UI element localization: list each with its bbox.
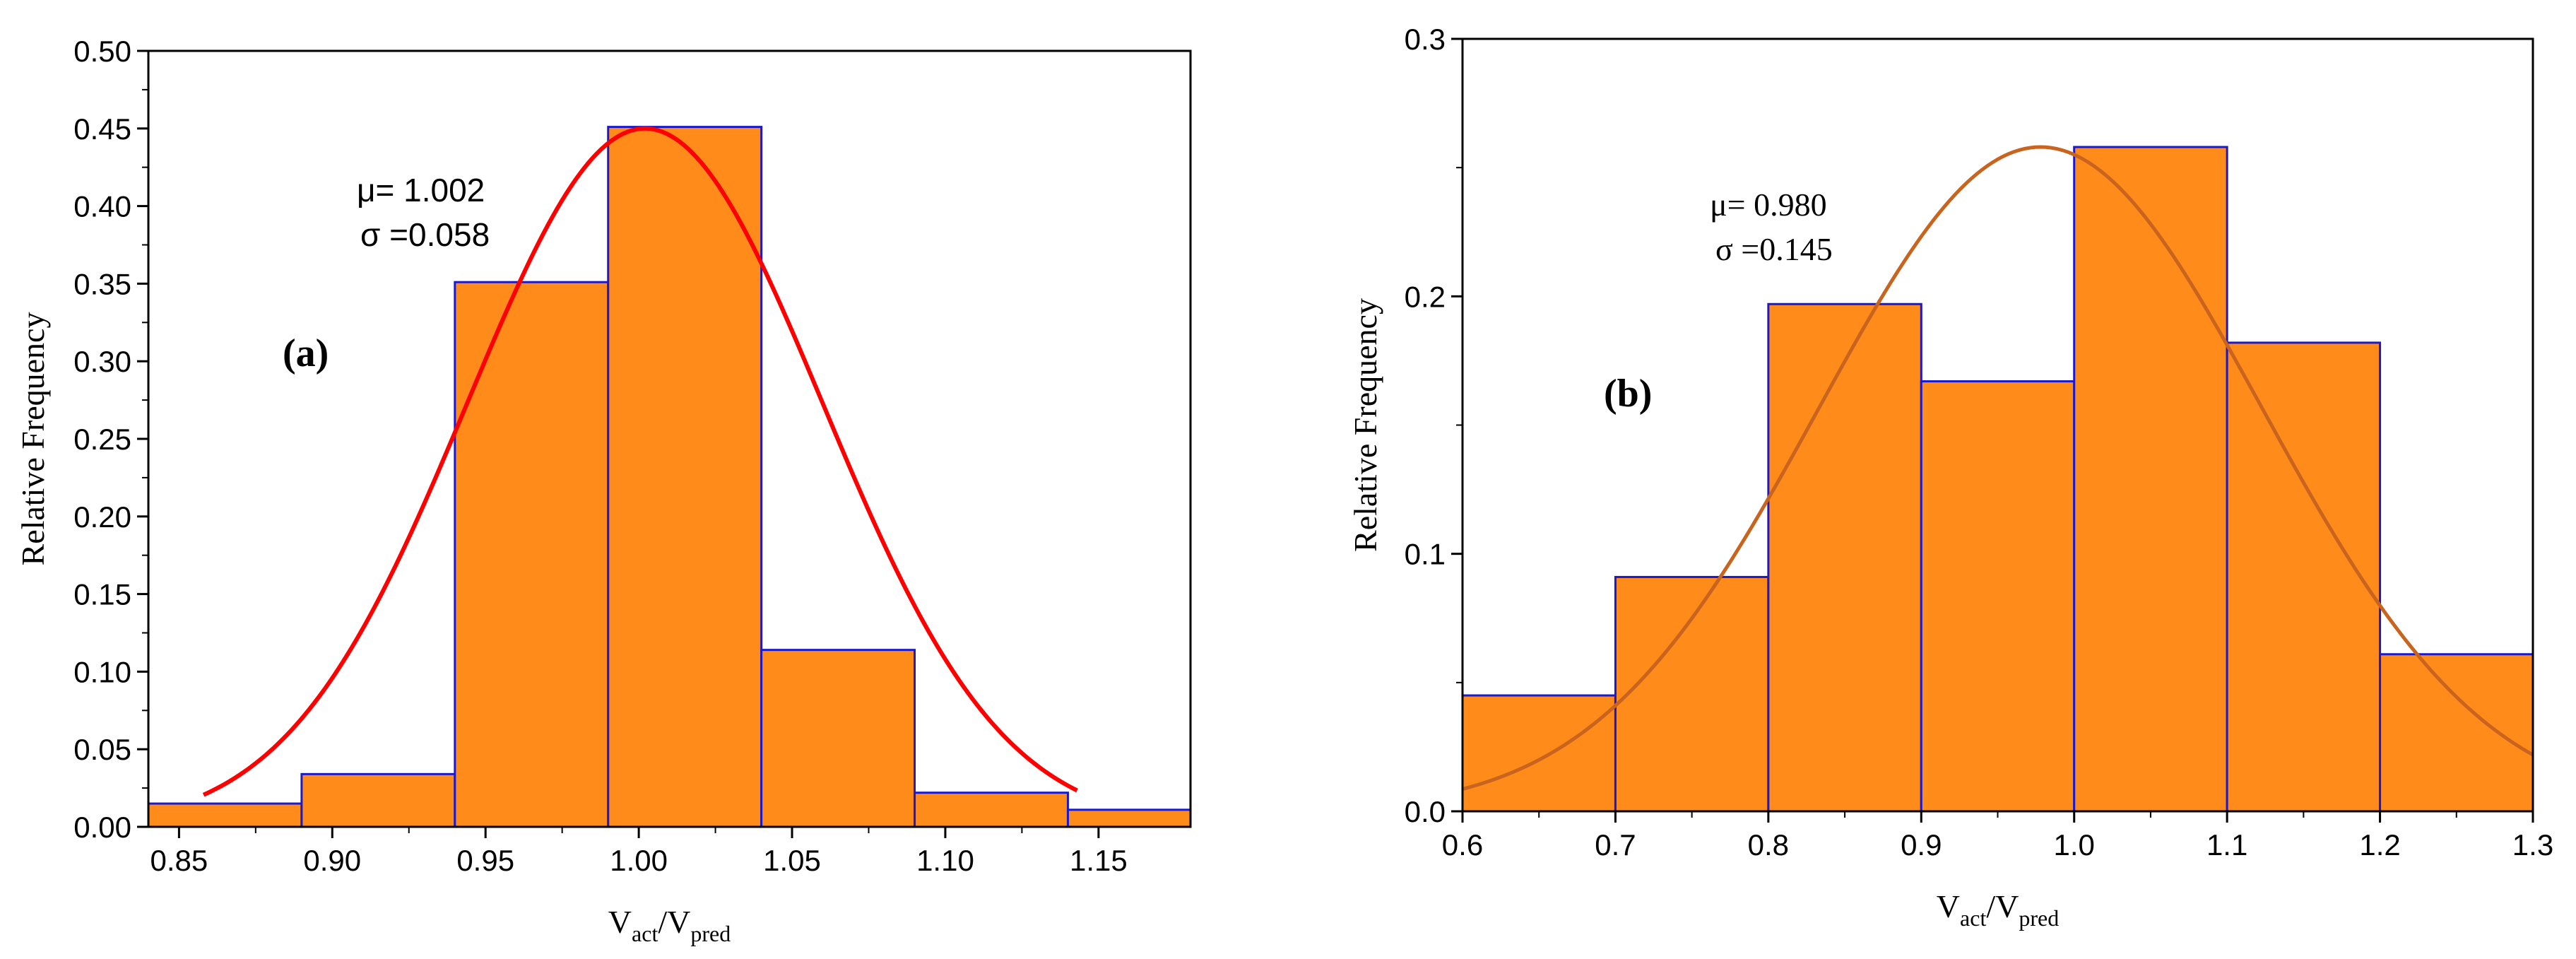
x-axis-title: Vact/Vpred (608, 904, 731, 946)
x-axis-title-subscript: act (1960, 905, 1986, 931)
y-tick-label: 0.45 (73, 112, 131, 146)
panel-label-b: (b) (1604, 372, 1652, 416)
histogram-bar (607, 126, 763, 828)
histogram-bar (760, 649, 916, 828)
x-tick-label: 1.10 (916, 844, 974, 877)
x-tick-label: 0.9 (1901, 828, 1942, 861)
histogram-bar (1920, 380, 2076, 813)
y-tick-label: 0.3 (1405, 23, 1446, 56)
x-tick-label: 0.85 (150, 844, 208, 877)
x-axis-title-part: /V (1986, 888, 2019, 924)
y-tick-label: 0.20 (73, 500, 131, 534)
x-tick-label: 1.00 (610, 844, 668, 877)
x-tick-label: 1.2 (2359, 828, 2400, 861)
histogram-bar (2226, 341, 2382, 813)
x-axis-title-subscript: pred (2019, 905, 2059, 931)
histogram-bar (1066, 808, 1192, 828)
histogram-bar (1614, 575, 1770, 813)
x-tick-label: 1.15 (1070, 844, 1128, 877)
chart-panel-a: 0.85 0.90 0.95 1.00 1.05 1.10 1.15 0.00 0.05 0.10… (15, 35, 1192, 946)
sigma-annotation: σ =0.145 (1715, 231, 1833, 267)
y-tick-label: 0.25 (73, 423, 131, 456)
normal-fit-curve (1462, 145, 2534, 791)
panel-label-a: (a) (283, 331, 329, 375)
normal-fit-curve (202, 126, 1078, 797)
y-tick-label: 0.1 (1405, 538, 1446, 571)
histogram-bar (454, 281, 610, 828)
histogram-bar (1767, 302, 1922, 813)
histogram-bar (2379, 653, 2534, 813)
x-axis-title-part: V (608, 904, 632, 940)
x-axis-title-subscript: act (632, 921, 658, 946)
y-tick-label: 0.05 (73, 733, 131, 766)
x-tick-label: 0.7 (1595, 828, 1636, 861)
x-axis-title-part: /V (658, 904, 690, 940)
x-axis-title: Vact/Vpred (1937, 888, 2059, 931)
y-axis-title: Relative Frequency (15, 312, 51, 566)
histogram-bar (2073, 146, 2228, 813)
y-tick-label: 0.50 (73, 35, 131, 68)
x-axis-title-part: V (1937, 888, 1960, 924)
x-tick-label: 0.8 (1748, 828, 1789, 861)
y-axis-title: Relative Frequency (1347, 298, 1383, 552)
y-tick-label: 0.0 (1405, 795, 1446, 828)
x-tick-label: 0.90 (303, 844, 361, 877)
x-axis-title-subscript: pred (690, 921, 731, 946)
mu-annotation: μ= 1.002 (357, 172, 485, 208)
x-tick-label: 0.95 (456, 844, 514, 877)
y-tick-label: 0.10 (73, 655, 131, 688)
x-tick-label: 1.1 (2206, 828, 2247, 861)
histogram-bar (914, 792, 1069, 828)
x-tick-label: 1.3 (2512, 828, 2553, 861)
mu-annotation: μ= 0.980 (1710, 187, 1827, 223)
y-tick-label: 0.30 (73, 345, 131, 378)
chart-panel-b: 0.6 0.7 0.8 0.9 1.0 1.1 1.2 1.3 0.0 0.1 0.2 0.3 Rela… (1347, 23, 2553, 931)
x-tick-label: 0.6 (1442, 828, 1483, 861)
histogram-bar (300, 772, 456, 828)
y-tick-label: 0.2 (1405, 280, 1446, 313)
y-tick-label: 0.00 (73, 811, 131, 844)
y-tick-label: 0.15 (73, 578, 131, 611)
sigma-annotation: σ =0.058 (360, 216, 490, 253)
y-tick-label: 0.35 (73, 267, 131, 300)
x-tick-label: 1.0 (2054, 828, 2095, 861)
histogram-bar (147, 802, 303, 828)
y-tick-label: 0.40 (73, 190, 131, 223)
histogram-bar (1461, 694, 1617, 813)
x-tick-label: 1.05 (763, 844, 821, 877)
